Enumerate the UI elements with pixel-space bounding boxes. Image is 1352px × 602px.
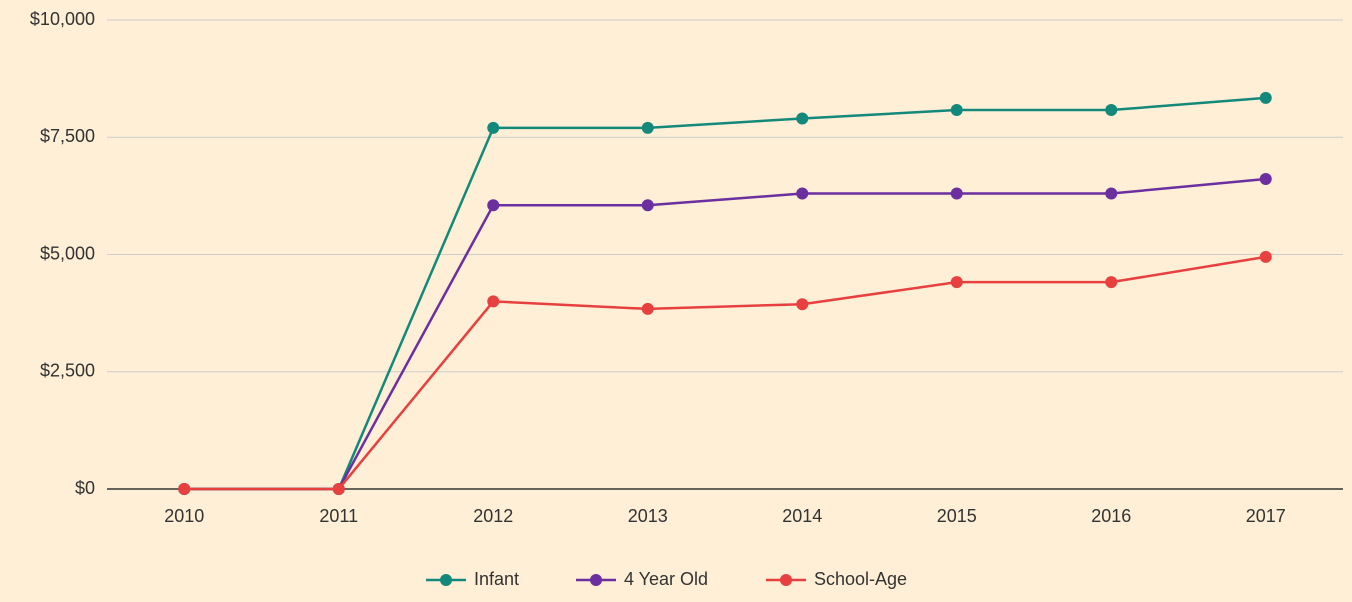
data-point: [178, 483, 191, 495]
data-point: [487, 295, 500, 308]
y-tick-label: $7,500: [40, 126, 95, 146]
x-tick-label: 2015: [937, 506, 977, 526]
data-point: [950, 104, 963, 117]
legend-label: School-Age: [814, 569, 907, 589]
legend-swatch-dot: [590, 574, 602, 586]
data-point: [1259, 172, 1272, 185]
data-point: [950, 276, 963, 289]
series-line: [184, 177, 1266, 491]
series-line: [184, 255, 1266, 491]
data-point: [1105, 187, 1118, 200]
legend-swatch-dot: [440, 574, 452, 586]
data-point: [796, 112, 809, 125]
y-tick-label: $2,500: [40, 361, 95, 381]
y-tick-label: $0: [75, 478, 95, 498]
series-line: [184, 96, 1266, 491]
x-tick-label: 2017: [1246, 506, 1286, 526]
data-point: [641, 121, 654, 134]
x-tick-label: 2016: [1091, 506, 1131, 526]
data-point: [641, 199, 654, 212]
data-point: [487, 199, 500, 212]
data-point: [487, 121, 500, 134]
legend-label: Infant: [474, 569, 519, 589]
data-point: [641, 302, 654, 315]
legend-label: 4 Year Old: [624, 569, 708, 589]
data-point: [332, 483, 345, 495]
x-tick-label: 2011: [319, 506, 358, 526]
x-tick-label: 2012: [473, 506, 513, 526]
data-point: [796, 187, 809, 200]
x-tick-label: 2014: [782, 506, 822, 526]
y-tick-label: $5,000: [40, 243, 95, 263]
data-point: [796, 298, 809, 311]
legend-swatch-dot: [780, 574, 792, 586]
data-point: [1259, 250, 1272, 263]
x-tick-label: 2010: [164, 506, 204, 526]
y-tick-label: $10,000: [30, 9, 95, 29]
data-point: [1105, 276, 1118, 289]
data-point: [1259, 91, 1272, 104]
data-point: [950, 187, 963, 200]
data-point: [1105, 104, 1118, 117]
x-tick-label: 2013: [628, 506, 668, 526]
